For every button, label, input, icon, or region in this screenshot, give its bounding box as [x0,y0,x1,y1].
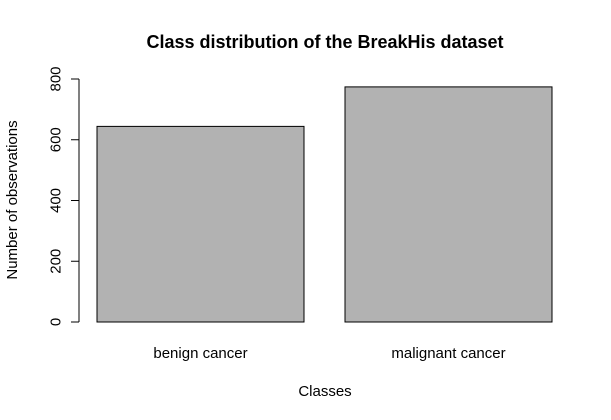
y-tick-label: 400 [47,188,64,213]
y-tick-label: 0 [47,318,64,326]
bars-group [96,86,553,323]
y-axis: 0 200 400 600 800 [47,66,80,326]
bar-malignant-cancer [344,86,553,323]
y-tick-label: 600 [47,127,64,152]
x-tick-label: benign cancer [153,345,247,362]
y-tick-label: 200 [47,249,64,274]
y-axis-label: Number of observations [4,120,21,279]
x-axis-label: Classes [298,383,351,400]
bar-benign-cancer [96,125,305,323]
chart-title: Class distribution of the BreakHis datas… [146,32,503,52]
x-category-labels: benign cancer malignant cancer [153,345,505,362]
y-tick-label: 800 [47,66,64,91]
x-tick-label: malignant cancer [391,345,505,362]
